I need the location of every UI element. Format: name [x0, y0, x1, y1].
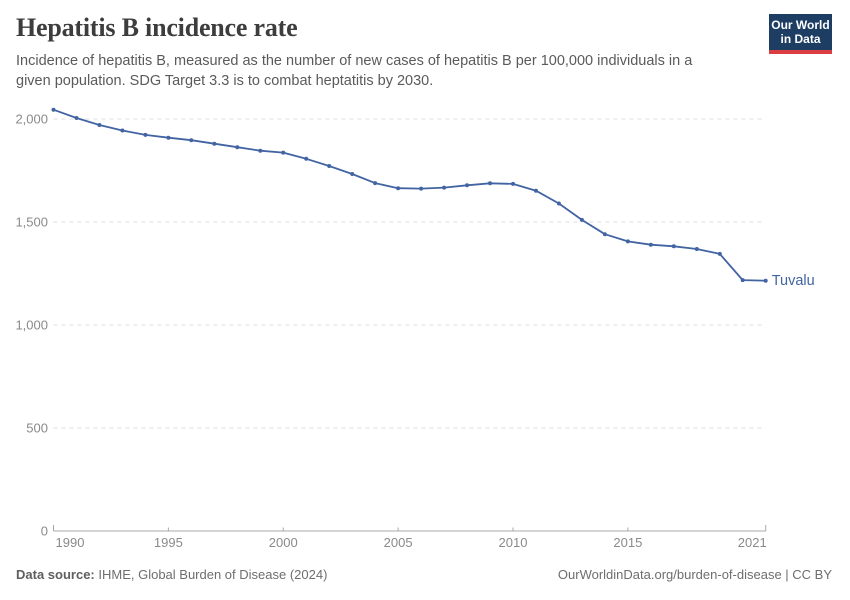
chart-subtitle-line1: Incidence of hepatitis B, measured as th… — [16, 53, 693, 69]
chart-title: Hepatitis B incidence rate — [16, 13, 298, 42]
data-point — [625, 239, 630, 244]
data-point — [763, 278, 768, 283]
x-axis-tick-label: 1990 — [56, 535, 85, 550]
data-point — [511, 181, 515, 186]
data-point — [488, 181, 492, 186]
y-axis-tick-label: 1,000 — [15, 318, 48, 333]
data-point — [740, 278, 745, 283]
data-point — [235, 145, 240, 150]
data-source-label: Data source: — [16, 567, 95, 582]
data-point — [258, 148, 263, 153]
data-point — [189, 138, 194, 143]
data-point — [51, 107, 56, 112]
series-end-label: Tuvalu — [772, 273, 815, 289]
credit-link[interactable]: OurWorldinData.org/burden-of-disease | C… — [557, 567, 832, 582]
x-axis-tick-label: 2015 — [613, 535, 642, 550]
owid-logo-line1: Our World — [771, 18, 830, 32]
y-axis-tick-label: 500 — [26, 421, 48, 436]
data-point — [97, 123, 102, 127]
data-point — [442, 185, 447, 190]
data-point — [304, 156, 309, 161]
x-axis-tick-label: 2010 — [499, 535, 528, 550]
data-point — [419, 186, 424, 191]
line-chart-svg: 0 500 1,000 1,500 2,000 1990 1995 2000 2005 2010 2… — [15, 107, 815, 550]
data-point — [648, 242, 653, 247]
y-axis-tick-label: 0 — [41, 524, 48, 539]
y-axis-tick-label: 2,000 — [15, 112, 48, 127]
data-point — [717, 251, 722, 256]
data-point — [212, 141, 217, 146]
data-point — [120, 128, 125, 133]
y-axis-tick-label: 1,500 — [15, 215, 48, 230]
x-axis-tick-label: 1995 — [154, 535, 183, 550]
chart-subtitle: Incidence of hepatitis B, measured as th… — [16, 51, 692, 91]
data-point — [143, 132, 148, 137]
data-point — [671, 244, 676, 249]
data-point — [602, 232, 607, 237]
data-point — [166, 135, 171, 140]
chart-footer: Data source: IHME, Global Burden of Dise… — [16, 567, 832, 582]
data-point — [281, 150, 286, 155]
x-axis-tick-label: 2000 — [269, 535, 298, 550]
x-axis-tick-label: 2021 — [738, 535, 767, 550]
data-point — [396, 186, 401, 191]
chart-subtitle-line2: given population. SDG Target 3.3 is to c… — [16, 73, 434, 89]
series-line — [52, 108, 767, 282]
owid-logo-line2: in Data — [780, 32, 821, 46]
data-point — [373, 181, 378, 186]
data-point — [694, 247, 699, 251]
data-point — [556, 201, 561, 206]
owid-logo[interactable]: Our World in Data — [769, 14, 832, 54]
data-source-value: IHME, Global Burden of Disease (2024) — [94, 567, 328, 582]
data-point — [534, 188, 538, 193]
data-source: Data source: IHME, Global Burden of Dise… — [16, 567, 327, 582]
data-point — [74, 116, 79, 120]
data-point — [327, 164, 332, 168]
data-point — [465, 183, 469, 188]
data-point — [579, 217, 584, 222]
x-axis-tick-label: 2005 — [384, 535, 413, 550]
data-point — [350, 172, 355, 176]
